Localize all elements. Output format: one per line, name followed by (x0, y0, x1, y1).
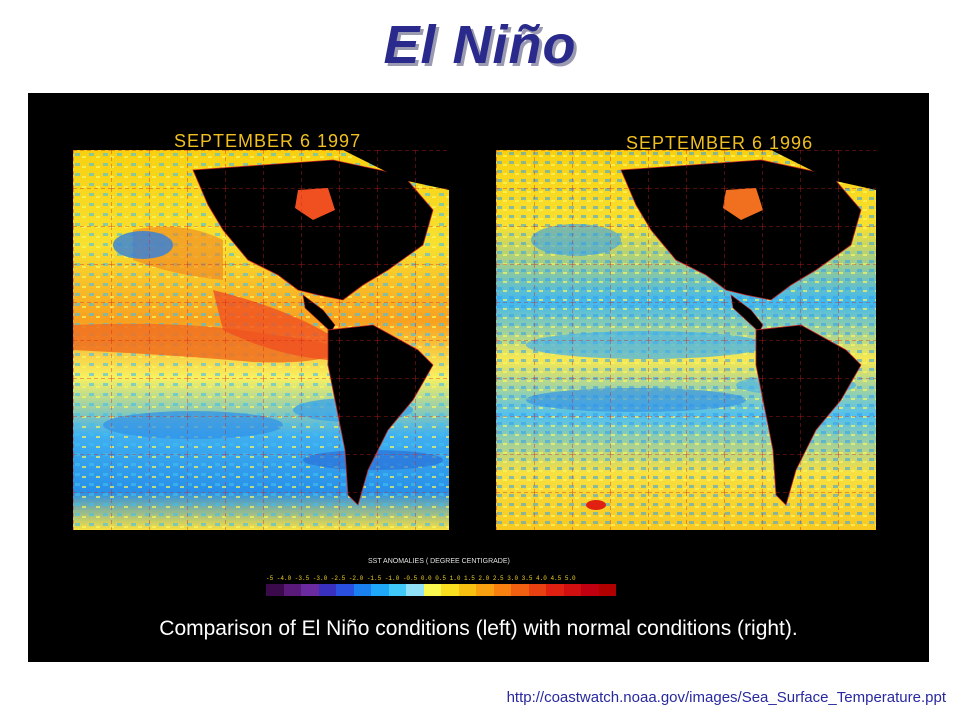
legend-swatch (371, 584, 389, 596)
sst-map-1997 (73, 150, 449, 530)
legend-swatch (458, 584, 476, 596)
slide-title: El Niño (383, 15, 577, 75)
legend-swatch (301, 584, 319, 596)
legend-swatch (546, 584, 564, 596)
legend-swatch (423, 584, 441, 596)
legend-swatch (598, 584, 616, 596)
legend-swatch (511, 584, 529, 596)
legend-swatch (441, 584, 459, 596)
legend-swatch (563, 584, 581, 596)
legend-swatch (283, 584, 301, 596)
legend-color-bar (266, 584, 616, 596)
legend-swatch (493, 584, 511, 596)
legend-swatch (581, 584, 599, 596)
legend-swatch (476, 584, 494, 596)
legend-swatch (528, 584, 546, 596)
legend-swatch (406, 584, 424, 596)
source-link[interactable]: http://coastwatch.noaa.gov/images/Sea_Su… (506, 689, 946, 706)
slide-caption: Comparison of El Niño conditions (left) … (159, 617, 798, 640)
legend-swatch (318, 584, 336, 596)
right-map-date: SEPTEMBER 6 1996 (626, 133, 814, 153)
legend-tick-labels: -5 -4.0 -3.5 -3.0 -2.5 -2.0 -1.5 -1.0 -0… (266, 575, 576, 582)
legend-swatch (266, 584, 284, 596)
legend-swatch (336, 584, 354, 596)
legend-swatch (388, 584, 406, 596)
image-panel: SEPTEMBER 6 1997 SEPTEMBER 6 1996 (28, 93, 929, 662)
legend-title: SST ANOMALIES ( DEGREE CENTIGRADE) (368, 558, 510, 565)
left-map-date: SEPTEMBER 6 1997 (174, 131, 362, 151)
legend-swatch (353, 584, 371, 596)
sst-map-1996 (496, 150, 876, 530)
